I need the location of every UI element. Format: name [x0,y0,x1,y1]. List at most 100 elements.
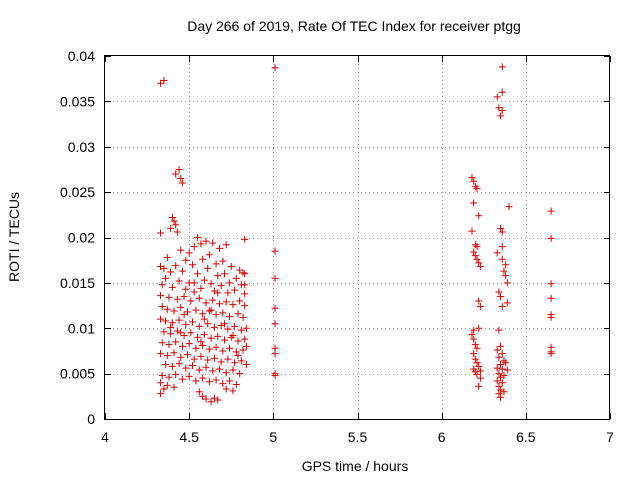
data-point [205,251,213,259]
data-point [190,288,198,296]
data-point [162,317,170,325]
data-point [219,309,227,317]
data-point [207,398,215,406]
data-point [168,214,176,222]
data-point [224,325,232,333]
data-point [470,326,478,334]
data-point [157,390,165,398]
y-tick-label: 0.03 [68,139,95,155]
data-point [199,341,207,349]
data-point [476,374,484,382]
data-point [165,293,173,301]
data-point [239,313,247,321]
data-point [493,93,501,101]
data-point [239,269,247,277]
data-point [168,362,176,370]
y-tick-label: 0.04 [68,48,95,64]
data-point [497,342,505,350]
data-point [172,338,180,346]
data-point [219,347,227,355]
data-point [185,340,193,348]
data-point [199,310,207,318]
data-point [495,390,503,398]
data-point [167,323,175,331]
data-point [185,249,193,257]
data-point [192,377,200,385]
data-point [241,270,249,278]
data-point [476,302,484,310]
data-point [170,217,178,225]
data-point [222,385,230,393]
y-axis-tick-labels: 0 0.005 0.01 0.015 0.02 0.025 0.03 0.035 0.04 [60,48,95,427]
data-point [192,306,200,314]
data-point [170,307,178,315]
data-point [493,346,501,354]
data-point [175,165,183,173]
data-point [232,348,240,356]
data-point [503,279,511,287]
data-point [214,396,222,404]
data-point [495,382,503,390]
x-tick-label: 7 [606,429,614,445]
data-point [177,353,185,361]
data-point [473,184,481,192]
data-point [157,292,165,300]
data-point [168,283,176,291]
data-point [194,270,202,278]
data-point [502,261,510,269]
data-point [205,307,213,315]
data-point [498,302,506,310]
data-point [160,264,168,272]
data-point [231,322,239,330]
data-point [175,360,183,368]
data-point [495,326,503,334]
data-point [194,234,202,241]
data-point [209,296,217,304]
data-point [217,358,225,366]
data-point [271,247,279,255]
x-axis-tick-labels: 4 4.5 5 5.5 6 6.5 7 [101,429,614,445]
data-point [200,315,208,323]
data-point [473,371,481,379]
data-point [204,356,212,364]
data-point [180,292,188,300]
data-point [215,300,223,308]
data-point [190,355,198,363]
data-point [172,170,180,178]
data-point [234,351,242,359]
data-point [162,361,170,369]
data-point [241,235,249,243]
data-point [215,244,223,252]
data-point [226,312,234,320]
data-point [202,237,210,245]
data-point [207,334,215,342]
data-point [547,234,555,242]
data-point [470,335,478,343]
data-point [163,351,171,359]
data-point [187,329,195,337]
y-axis-label: ROTI / TECUs [6,192,22,282]
data-point [194,333,202,341]
data-point [160,77,168,85]
data-point [210,354,218,362]
data-point [475,382,483,390]
data-point [160,328,168,336]
data-point [217,322,225,330]
data-point [172,262,180,270]
x-axis-label: GPS time / hours [302,458,409,474]
data-point [495,288,503,296]
data-point [468,331,476,339]
data-point [497,386,505,394]
data-point [229,387,237,395]
data-point [157,379,165,387]
data-point [197,338,205,346]
data-point [199,374,207,382]
data-point [237,326,245,334]
data-point [232,274,240,282]
data-point [271,320,279,328]
data-point [497,292,505,300]
data-point [242,324,250,332]
data-point [502,272,510,280]
data-point [498,379,506,387]
data-point [182,285,190,293]
